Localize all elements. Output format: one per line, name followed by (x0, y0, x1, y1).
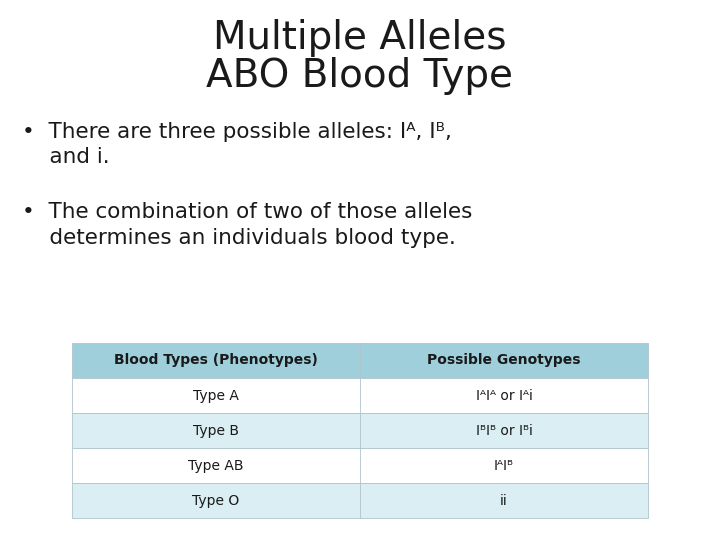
Text: Type B: Type B (193, 424, 239, 437)
Text: Blood Types (Phenotypes): Blood Types (Phenotypes) (114, 354, 318, 367)
Text: Type A: Type A (193, 389, 239, 402)
Text: IᴮIᴮ or Iᴮi: IᴮIᴮ or Iᴮi (476, 424, 532, 437)
Text: Multiple Alleles: Multiple Alleles (213, 19, 507, 57)
Bar (72, 343, 648, 378)
Bar (72, 378, 648, 413)
Bar (72, 448, 648, 483)
Text: Possible Genotypes: Possible Genotypes (427, 354, 581, 367)
Text: IᴬIᴮ: IᴬIᴮ (494, 459, 514, 472)
Text: Type AB: Type AB (188, 459, 244, 472)
Text: IᴬIᴬ or Iᴬi: IᴬIᴬ or Iᴬi (476, 389, 532, 402)
Text: Type O: Type O (192, 494, 240, 508)
Bar (72, 413, 648, 448)
Bar (72, 483, 648, 518)
Text: ii: ii (500, 494, 508, 508)
Text: •  The combination of two of those alleles
    determines an individuals blood t: • The combination of two of those allele… (22, 202, 472, 248)
Text: ABO Blood Type: ABO Blood Type (207, 57, 513, 94)
Text: •  There are three possible alleles: Iᴬ, Iᴮ,
    and i.: • There are three possible alleles: Iᴬ, … (22, 122, 451, 167)
